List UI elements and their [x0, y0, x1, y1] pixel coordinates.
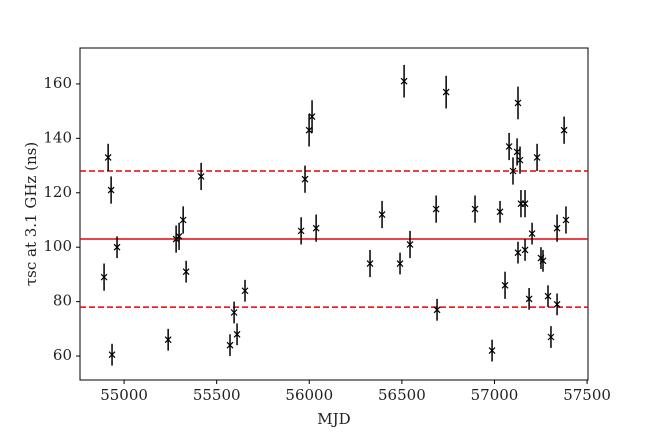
- marker: [182, 268, 190, 276]
- marker: [396, 260, 404, 267]
- marker: [104, 153, 112, 161]
- marker: [516, 156, 524, 164]
- marker: [241, 287, 249, 295]
- y-tick-label: 80: [53, 292, 72, 310]
- marker: [108, 351, 116, 359]
- y-tick-label: 160: [43, 74, 72, 92]
- marker: [547, 333, 555, 341]
- marker: [528, 230, 536, 238]
- x-tick-label: 55500: [193, 386, 241, 404]
- marker: [496, 208, 504, 216]
- x-tick-label: 57000: [471, 386, 519, 404]
- marker: [553, 300, 561, 308]
- x-axis-label: MJD: [317, 410, 350, 428]
- marker: [521, 200, 529, 208]
- marker: [533, 153, 541, 161]
- marker: [433, 306, 441, 314]
- marker: [513, 148, 521, 156]
- x-tick-label: 57500: [563, 386, 611, 404]
- x-tick-label: 56500: [378, 386, 426, 404]
- marker: [308, 113, 316, 121]
- x-tick-label: 55000: [100, 386, 148, 404]
- marker: [488, 347, 496, 355]
- marker: [501, 281, 509, 289]
- marker: [562, 216, 570, 224]
- marker: [230, 309, 238, 316]
- marker: [521, 246, 529, 254]
- marker: [233, 330, 241, 338]
- marker: [301, 175, 309, 183]
- marker: [197, 173, 205, 180]
- marker: [539, 257, 547, 265]
- marker: [226, 341, 234, 349]
- marker: [378, 211, 386, 218]
- marker: [509, 167, 517, 175]
- marker: [179, 216, 187, 224]
- y-tick-label: 120: [43, 183, 72, 201]
- marker: [432, 205, 440, 213]
- marker: [514, 249, 522, 257]
- marker: [305, 126, 313, 134]
- marker: [406, 241, 414, 248]
- x-tick-label: 56000: [285, 386, 333, 404]
- marker: [525, 295, 533, 303]
- marker: [297, 227, 305, 235]
- marker: [107, 186, 115, 194]
- marker: [471, 205, 479, 213]
- y-tick-label: 140: [43, 128, 72, 146]
- marker: [553, 224, 561, 232]
- marker: [113, 243, 121, 251]
- marker: [544, 292, 552, 300]
- y-tick-label: 100: [43, 237, 72, 255]
- marker: [442, 88, 450, 96]
- marker: [514, 99, 522, 107]
- marker: [175, 232, 183, 240]
- marker: [560, 126, 568, 134]
- marker: [400, 77, 408, 85]
- marker: [100, 273, 108, 281]
- marker: [164, 336, 172, 344]
- y-axis-label: τsc at 3.1 GHz (ns): [22, 142, 40, 286]
- marker: [505, 143, 513, 150]
- plot-frame: [79, 47, 589, 381]
- marker: [366, 260, 374, 267]
- marker: [312, 224, 320, 232]
- y-tick-label: 60: [53, 346, 72, 364]
